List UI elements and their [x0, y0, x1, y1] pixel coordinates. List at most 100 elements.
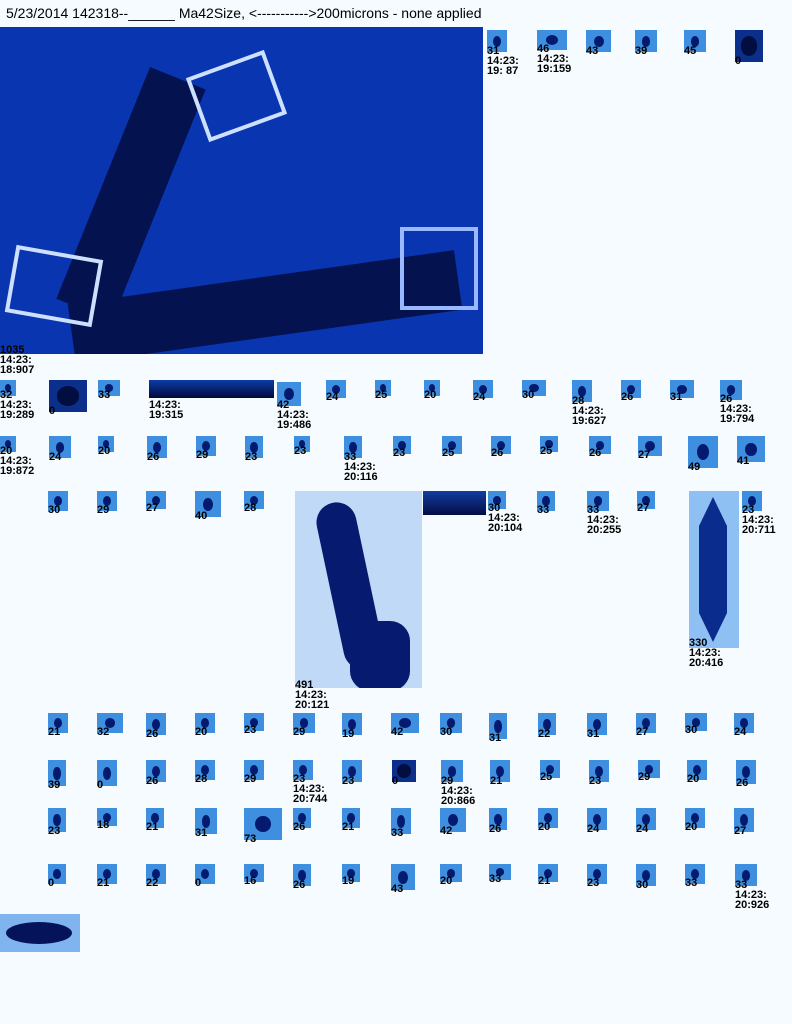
particle-thumbnail[interactable]	[589, 436, 611, 454]
particle-thumbnail[interactable]	[342, 713, 362, 735]
particle-thumbnail[interactable]	[488, 491, 506, 509]
particle-thumbnail[interactable]	[635, 30, 657, 52]
particle-thumbnail[interactable]	[537, 30, 567, 50]
particle-thumbnail[interactable]	[97, 864, 117, 884]
particle-thumbnail[interactable]	[685, 864, 705, 884]
particle-thumbnail[interactable]	[146, 864, 166, 884]
particle-thumbnail[interactable]	[97, 760, 117, 786]
particle-thumbnail[interactable]	[735, 30, 763, 62]
particle-thumbnail[interactable]	[293, 808, 311, 828]
particle-image-bar[interactable]	[149, 380, 274, 398]
particle-thumbnail[interactable]	[48, 713, 68, 733]
particle-thumbnail[interactable]	[326, 380, 346, 398]
particle-thumbnail[interactable]	[293, 864, 311, 886]
particle-thumbnail[interactable]	[48, 864, 66, 884]
particle-thumbnail[interactable]	[538, 808, 558, 828]
particle-thumbnail[interactable]	[440, 808, 466, 832]
particle-thumbnail[interactable]	[245, 436, 263, 458]
particle-thumbnail[interactable]	[621, 380, 641, 398]
particle-thumbnail[interactable]	[244, 491, 264, 509]
particle-thumbnail[interactable]	[638, 760, 660, 778]
particle-thumbnail[interactable]	[490, 760, 510, 782]
particle-thumbnail[interactable]	[391, 713, 419, 733]
particle-thumbnail[interactable]	[195, 808, 217, 834]
particle-thumbnail[interactable]	[538, 864, 558, 882]
particle-thumbnail[interactable]	[393, 436, 411, 454]
particle-thumbnail[interactable]	[688, 436, 718, 468]
particle-thumbnail[interactable]	[638, 436, 662, 456]
particle-thumbnail[interactable]	[538, 713, 556, 735]
particle-thumbnail[interactable]	[589, 760, 609, 782]
particle-thumbnail[interactable]	[97, 808, 117, 826]
particle-thumbnail[interactable]	[146, 491, 166, 509]
particle-thumbnail[interactable]	[196, 436, 216, 456]
particle-thumbnail[interactable]	[734, 808, 754, 832]
particle-thumbnail[interactable]	[98, 380, 120, 396]
particle-thumbnail[interactable]	[540, 436, 558, 452]
particle-image-plate[interactable]	[0, 914, 80, 952]
particle-thumbnail[interactable]	[294, 436, 310, 452]
particle-thumbnail[interactable]	[587, 491, 609, 511]
particle-thumbnail[interactable]	[637, 491, 655, 509]
particle-thumbnail[interactable]	[487, 30, 507, 52]
particle-thumbnail[interactable]	[540, 760, 560, 778]
particle-thumbnail[interactable]	[441, 760, 463, 782]
particle-thumbnail[interactable]	[293, 713, 315, 733]
particle-thumbnail[interactable]	[244, 864, 264, 882]
particle-thumbnail[interactable]	[537, 491, 555, 511]
particle-thumbnail[interactable]	[587, 864, 607, 884]
particle-thumbnail[interactable]	[440, 713, 462, 733]
particle-thumbnail[interactable]	[587, 713, 607, 735]
particle-thumbnail[interactable]	[244, 713, 264, 731]
particle-thumbnail[interactable]	[391, 808, 411, 834]
particle-thumbnail[interactable]	[244, 808, 282, 840]
particle-thumbnail[interactable]	[344, 436, 362, 458]
particle-thumbnail[interactable]	[737, 436, 765, 462]
particle-thumbnail[interactable]	[0, 380, 16, 396]
particle-thumbnail[interactable]	[293, 760, 313, 780]
particle-thumbnail[interactable]	[195, 864, 215, 884]
particle-thumbnail[interactable]	[195, 760, 215, 780]
particle-thumbnail[interactable]	[684, 30, 706, 52]
particle-thumbnail[interactable]	[392, 760, 416, 782]
particle-thumbnail[interactable]	[636, 808, 656, 830]
particle-thumbnail[interactable]	[687, 760, 707, 780]
particle-thumbnail[interactable]	[572, 380, 592, 402]
particle-thumbnail[interactable]	[685, 808, 705, 828]
particle-thumbnail[interactable]	[48, 491, 68, 511]
particle-thumbnail[interactable]	[742, 491, 762, 511]
particle-image-bar[interactable]	[423, 491, 486, 515]
particle-thumbnail[interactable]	[735, 864, 757, 886]
particle-thumbnail[interactable]	[146, 808, 164, 828]
particle-thumbnail[interactable]	[491, 436, 511, 454]
particle-thumbnail[interactable]	[98, 436, 114, 452]
particle-thumbnail[interactable]	[146, 760, 166, 782]
particle-thumbnail[interactable]	[48, 760, 66, 786]
particle-thumbnail[interactable]	[736, 760, 756, 784]
particle-thumbnail[interactable]	[195, 491, 221, 517]
particle-thumbnail[interactable]	[734, 713, 754, 733]
particle-thumbnail[interactable]	[440, 864, 462, 882]
particle-thumbnail[interactable]	[97, 491, 117, 511]
particle-thumbnail[interactable]	[720, 380, 742, 400]
particle-thumbnail[interactable]	[473, 380, 493, 398]
particle-thumbnail[interactable]	[0, 436, 16, 452]
particle-image-needle[interactable]	[689, 491, 739, 648]
particle-thumbnail[interactable]	[636, 864, 656, 886]
particle-thumbnail[interactable]	[146, 713, 166, 735]
particle-thumbnail[interactable]	[685, 713, 707, 731]
particle-thumbnail[interactable]	[195, 713, 215, 733]
particle-thumbnail[interactable]	[442, 436, 462, 454]
particle-thumbnail[interactable]	[49, 436, 71, 458]
particle-thumbnail[interactable]	[342, 864, 360, 882]
particle-thumbnail[interactable]	[424, 380, 440, 396]
particle-thumbnail[interactable]	[147, 436, 167, 458]
particle-thumbnail[interactable]	[244, 760, 264, 780]
particle-thumbnail[interactable]	[49, 380, 87, 412]
particle-image-large-crystal[interactable]	[0, 27, 483, 354]
particle-thumbnail[interactable]	[342, 760, 362, 782]
particle-thumbnail[interactable]	[48, 808, 66, 832]
particle-thumbnail[interactable]	[670, 380, 694, 398]
particle-thumbnail[interactable]	[97, 713, 123, 733]
particle-thumbnail[interactable]	[391, 864, 415, 890]
